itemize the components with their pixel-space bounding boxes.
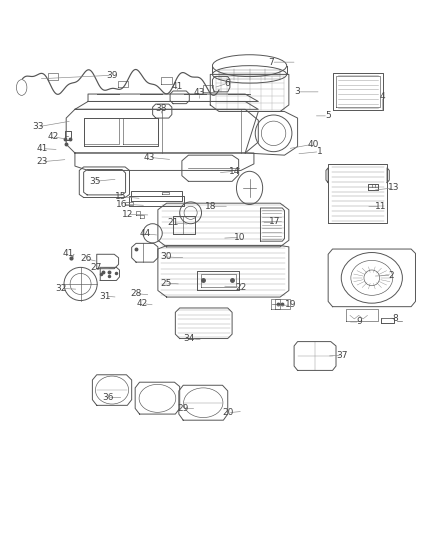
Text: 26: 26 xyxy=(80,254,92,263)
Text: 38: 38 xyxy=(155,104,167,113)
Text: 44: 44 xyxy=(139,229,150,238)
Text: 40: 40 xyxy=(307,140,318,149)
Text: 20: 20 xyxy=(222,408,233,417)
Text: 6: 6 xyxy=(225,79,231,87)
Text: 35: 35 xyxy=(89,177,100,186)
Text: 13: 13 xyxy=(388,183,399,192)
Text: 2: 2 xyxy=(389,271,394,280)
Text: 17: 17 xyxy=(269,217,281,227)
Text: 43: 43 xyxy=(194,88,205,97)
Text: 42: 42 xyxy=(137,299,148,308)
Text: 41: 41 xyxy=(36,144,48,153)
Text: 41: 41 xyxy=(172,82,183,91)
Text: 33: 33 xyxy=(32,122,43,131)
Text: 15: 15 xyxy=(115,192,127,201)
Text: 18: 18 xyxy=(205,202,216,211)
Text: 31: 31 xyxy=(100,292,111,301)
Text: 41: 41 xyxy=(63,249,74,258)
Text: 27: 27 xyxy=(90,263,102,272)
Text: 39: 39 xyxy=(106,71,118,80)
Text: 5: 5 xyxy=(325,111,331,120)
Text: 29: 29 xyxy=(177,404,189,413)
Text: 21: 21 xyxy=(167,219,179,228)
Text: 34: 34 xyxy=(184,334,195,343)
Text: 43: 43 xyxy=(144,153,155,162)
Text: 32: 32 xyxy=(55,284,67,293)
Text: 4: 4 xyxy=(380,92,385,101)
Text: 16: 16 xyxy=(117,199,128,208)
Text: 3: 3 xyxy=(295,87,300,96)
Text: 19: 19 xyxy=(285,301,297,310)
Text: 11: 11 xyxy=(375,202,386,211)
Text: 10: 10 xyxy=(234,233,246,242)
Text: 36: 36 xyxy=(102,393,113,402)
Text: 25: 25 xyxy=(160,279,171,288)
Text: 22: 22 xyxy=(235,282,247,292)
Text: 9: 9 xyxy=(357,318,363,326)
Text: 12: 12 xyxy=(122,209,133,219)
Text: 8: 8 xyxy=(392,313,398,322)
Text: 1: 1 xyxy=(317,147,322,156)
Text: 7: 7 xyxy=(268,58,274,67)
Text: 23: 23 xyxy=(36,157,48,166)
Text: 28: 28 xyxy=(131,289,142,298)
Text: 37: 37 xyxy=(336,351,348,360)
Text: 14: 14 xyxy=(229,167,240,176)
Text: 30: 30 xyxy=(160,253,172,261)
Text: 42: 42 xyxy=(47,132,59,141)
